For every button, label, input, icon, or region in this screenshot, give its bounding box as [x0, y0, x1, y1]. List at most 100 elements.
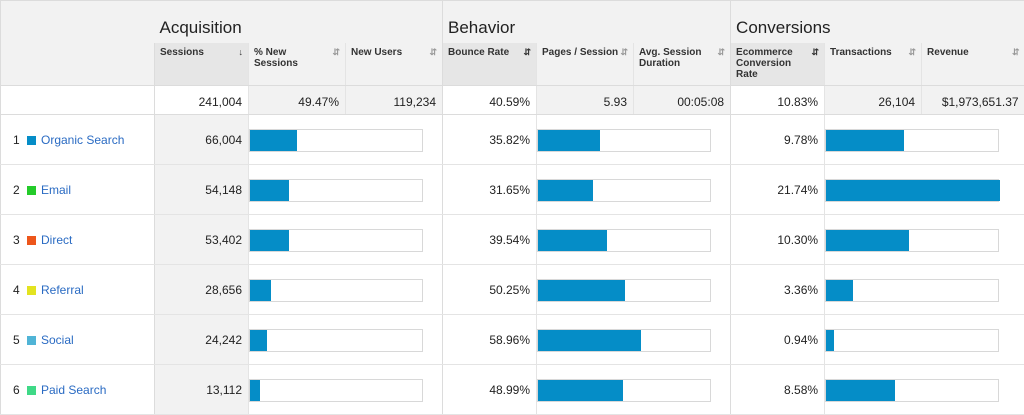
conversions-bar [824, 214, 1024, 265]
bar-track [825, 129, 1000, 152]
bar-track [249, 279, 423, 302]
conversion-rate-value: 8.58% [730, 364, 825, 415]
bounce-rate-value: 48.99% [442, 364, 537, 415]
group-conversions: Conversions [730, 0, 1024, 43]
behavior-bar [536, 114, 731, 165]
bar-fill [826, 230, 910, 251]
conversion-rate-value: 10.30% [730, 214, 825, 265]
conversions-bar [824, 364, 1024, 415]
header-avg-duration[interactable]: Avg. Session Duration ⇵ [633, 42, 731, 86]
behavior-bar [536, 364, 731, 415]
behavior-bar [536, 164, 731, 215]
bar-fill [250, 180, 289, 201]
sessions-value: 28,656 [154, 264, 249, 315]
bounce-rate-value: 39.54% [442, 214, 537, 265]
row-index: 6 [13, 382, 20, 397]
bounce-rate-value: 58.96% [442, 314, 537, 365]
conversion-rate-value: 3.36% [730, 264, 825, 315]
sort-icon: ⇵ [523, 46, 532, 57]
sort-desc-icon: ↓ [238, 46, 244, 57]
channel-link[interactable]: Paid Search [41, 382, 107, 397]
bar-track [249, 129, 423, 152]
series-color-swatch [27, 385, 36, 395]
table-row: 5 Social 24,242 58.96% 0.94% [0, 314, 1024, 365]
channel-rows: 1 Organic Search 66,004 35.82% 9.78% 2 Email 54… [0, 114, 1024, 415]
sort-icon: ⇵ [908, 46, 917, 57]
channel-link[interactable]: Social [41, 332, 74, 347]
sessions-value: 53,402 [154, 214, 249, 265]
conversion-rate-value: 9.78% [730, 114, 825, 165]
channel-link[interactable]: Organic Search [41, 132, 125, 147]
total-pages-session: 5.93 [536, 85, 634, 115]
conversions-bar [824, 164, 1024, 215]
header-conversion-rate[interactable]: Ecommerce Conversion Rate ⇵ [730, 42, 825, 86]
bar-track [537, 229, 712, 252]
total-conversion-rate: 10.83% [730, 85, 825, 115]
bar-fill [538, 180, 594, 201]
bar-track [537, 379, 712, 402]
series-color-swatch [27, 135, 36, 145]
table-row: 2 Email 54,148 31.65% 21.74% [0, 164, 1024, 215]
behavior-bar [536, 214, 731, 265]
row-index: 2 [13, 182, 20, 197]
channel-cell: 5 Social [0, 314, 155, 365]
bar-fill [826, 180, 1001, 201]
conversions-bar [824, 114, 1024, 165]
bar-track [249, 179, 423, 202]
bar-track [537, 279, 712, 302]
total-transactions: 26,104 [824, 85, 922, 115]
bar-fill [250, 230, 289, 251]
table-row: 6 Paid Search 13,112 48.99% 8.58% [0, 364, 1024, 415]
header-bounce-rate[interactable]: Bounce Rate ⇵ [442, 42, 537, 86]
bar-fill [538, 280, 626, 301]
acquisition-bar [247, 214, 443, 265]
sessions-value: 66,004 [154, 114, 249, 165]
total-sessions: 241,004 [154, 85, 249, 115]
header-transactions[interactable]: Transactions ⇵ [824, 42, 922, 86]
channel-link[interactable]: Email [41, 182, 72, 197]
sort-icon: ⇵ [620, 46, 629, 57]
acquisition-bar [247, 114, 443, 165]
total-revenue: $1,973,651.37 [921, 85, 1024, 115]
series-color-swatch [27, 285, 36, 295]
sort-icon: ⇵ [811, 46, 820, 57]
header-new-sessions[interactable]: % New Sessions ⇵ [248, 42, 346, 86]
header-new-users[interactable]: New Users ⇵ [344, 42, 443, 86]
channel-cell: 6 Paid Search [0, 364, 155, 415]
series-color-swatch [27, 185, 36, 195]
channel-cell: 3 Direct [0, 214, 155, 265]
bar-fill [826, 380, 896, 401]
conversions-bar [824, 264, 1024, 315]
total-new-sessions: 49.47% [248, 85, 346, 115]
conversion-rate-value: 0.94% [730, 314, 825, 365]
bar-fill [250, 380, 260, 401]
bar-track [825, 179, 1001, 202]
bar-fill [250, 130, 297, 151]
behavior-bar [536, 314, 731, 365]
header-pages-session[interactable]: Pages / Session ⇵ [536, 42, 634, 86]
channel-link[interactable]: Direct [41, 232, 73, 247]
table-row: 3 Direct 53,402 39.54% 10.30% [0, 214, 1024, 265]
header-sessions[interactable]: Sessions ↓ [154, 42, 249, 86]
group-acquisition: Acquisition [154, 0, 443, 43]
bar-fill [538, 230, 608, 251]
group-behavior: Behavior [442, 0, 731, 43]
bar-track [249, 379, 423, 402]
sort-icon: ⇵ [1012, 46, 1020, 57]
bar-fill [826, 280, 854, 301]
header-corner [0, 0, 155, 43]
header-revenue[interactable]: Revenue ⇵ [921, 42, 1024, 86]
channel-link[interactable]: Referral [41, 282, 84, 297]
behavior-bar [536, 264, 731, 315]
sort-icon: ⇵ [332, 46, 340, 57]
sessions-value: 54,148 [154, 164, 249, 215]
conversions-bar [824, 314, 1024, 365]
channel-cell: 1 Organic Search [0, 114, 155, 165]
bar-track [537, 129, 712, 152]
sessions-value: 13,112 [154, 364, 249, 415]
total-new-users: 119,234 [344, 85, 443, 115]
bar-fill [538, 380, 624, 401]
series-color-swatch [27, 335, 36, 345]
